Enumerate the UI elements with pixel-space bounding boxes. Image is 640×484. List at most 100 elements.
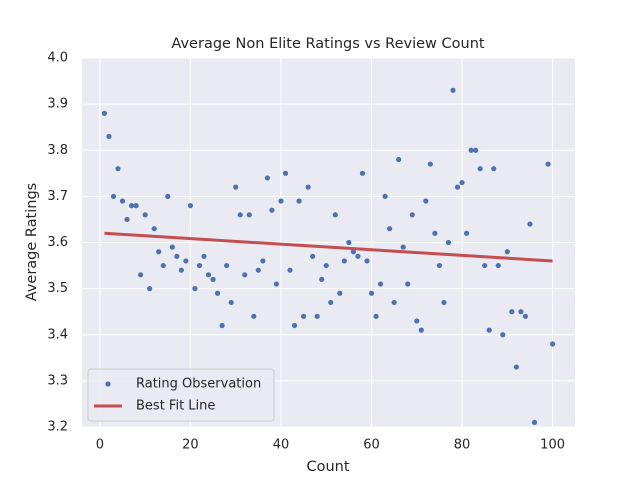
point <box>251 313 257 319</box>
marks <box>101 87 556 425</box>
point <box>441 299 447 306</box>
point <box>201 253 207 259</box>
legend-label: Rating Observation <box>136 377 261 392</box>
point <box>531 419 538 425</box>
point <box>468 147 474 153</box>
x-tick-label: 20 <box>182 438 199 453</box>
point <box>364 258 370 264</box>
point <box>486 327 492 333</box>
point <box>174 253 180 259</box>
point <box>282 170 289 176</box>
point <box>138 272 144 278</box>
point <box>382 193 388 199</box>
point <box>509 309 515 315</box>
chart-title: Average Non Elite Ratings vs Review Coun… <box>171 36 484 52</box>
point <box>391 299 397 306</box>
point <box>545 161 551 167</box>
point <box>495 262 501 269</box>
point <box>387 226 393 232</box>
y-tick-label: 3.8 <box>47 143 68 158</box>
point <box>269 207 275 213</box>
legend-swatch <box>105 381 111 387</box>
point <box>473 147 479 153</box>
y-tick-label: 3.5 <box>47 281 68 296</box>
point <box>101 110 108 116</box>
point <box>178 267 184 273</box>
x-tick-label: 60 <box>363 438 380 453</box>
point <box>196 262 203 269</box>
legend-label: Best Fit Line <box>136 399 215 414</box>
x-axis-label: Count <box>306 459 349 475</box>
point <box>377 281 384 287</box>
point <box>169 244 175 250</box>
x-tick-label: 100 <box>540 438 565 453</box>
point <box>400 244 406 250</box>
fit-line <box>104 231 553 263</box>
point <box>319 276 325 282</box>
point <box>337 290 343 296</box>
point <box>310 253 316 259</box>
point <box>142 212 148 218</box>
point <box>500 332 506 338</box>
point <box>454 184 461 190</box>
x-tick-label: 80 <box>454 438 471 453</box>
point <box>409 212 415 218</box>
y-tick-label: 3.7 <box>47 189 68 204</box>
point <box>396 156 402 163</box>
y-tick-label: 3.6 <box>47 235 68 250</box>
point <box>183 258 189 264</box>
point <box>314 313 320 319</box>
grid <box>82 57 575 428</box>
point <box>287 267 293 273</box>
point <box>133 203 139 209</box>
point <box>278 198 284 204</box>
point <box>305 184 311 190</box>
point <box>246 212 252 218</box>
point <box>128 203 135 209</box>
point <box>368 290 375 296</box>
point <box>242 272 248 278</box>
point <box>237 212 243 218</box>
point <box>124 216 130 223</box>
point <box>219 322 225 329</box>
point <box>296 198 302 204</box>
point <box>323 262 329 269</box>
point <box>110 193 117 199</box>
point <box>346 239 352 246</box>
legend-box <box>87 368 275 422</box>
x-tick-label: 0 <box>96 438 104 453</box>
point <box>463 230 470 236</box>
point <box>160 262 166 269</box>
point <box>147 286 153 292</box>
point <box>355 253 361 259</box>
y-tick-label: 4.0 <box>47 51 68 66</box>
point <box>423 198 429 204</box>
point <box>459 179 465 186</box>
point <box>373 313 379 319</box>
point <box>450 87 456 93</box>
point <box>224 262 230 269</box>
point <box>332 212 338 218</box>
point <box>106 133 112 140</box>
point <box>187 203 194 209</box>
point <box>477 166 483 172</box>
point <box>504 249 510 255</box>
point <box>156 249 162 255</box>
point <box>549 341 556 347</box>
point <box>233 184 239 190</box>
point <box>151 226 157 232</box>
point <box>291 322 298 329</box>
point <box>436 262 443 269</box>
point <box>518 309 524 315</box>
point <box>301 313 307 319</box>
point <box>405 281 411 287</box>
y-tick-label: 3.9 <box>47 97 68 112</box>
y-tick-label: 3.4 <box>47 327 68 342</box>
y-tick-label: 3.3 <box>47 373 68 388</box>
y-axis-label: Average Ratings <box>24 183 40 301</box>
point <box>513 364 519 370</box>
point <box>264 175 270 181</box>
point <box>228 299 234 306</box>
